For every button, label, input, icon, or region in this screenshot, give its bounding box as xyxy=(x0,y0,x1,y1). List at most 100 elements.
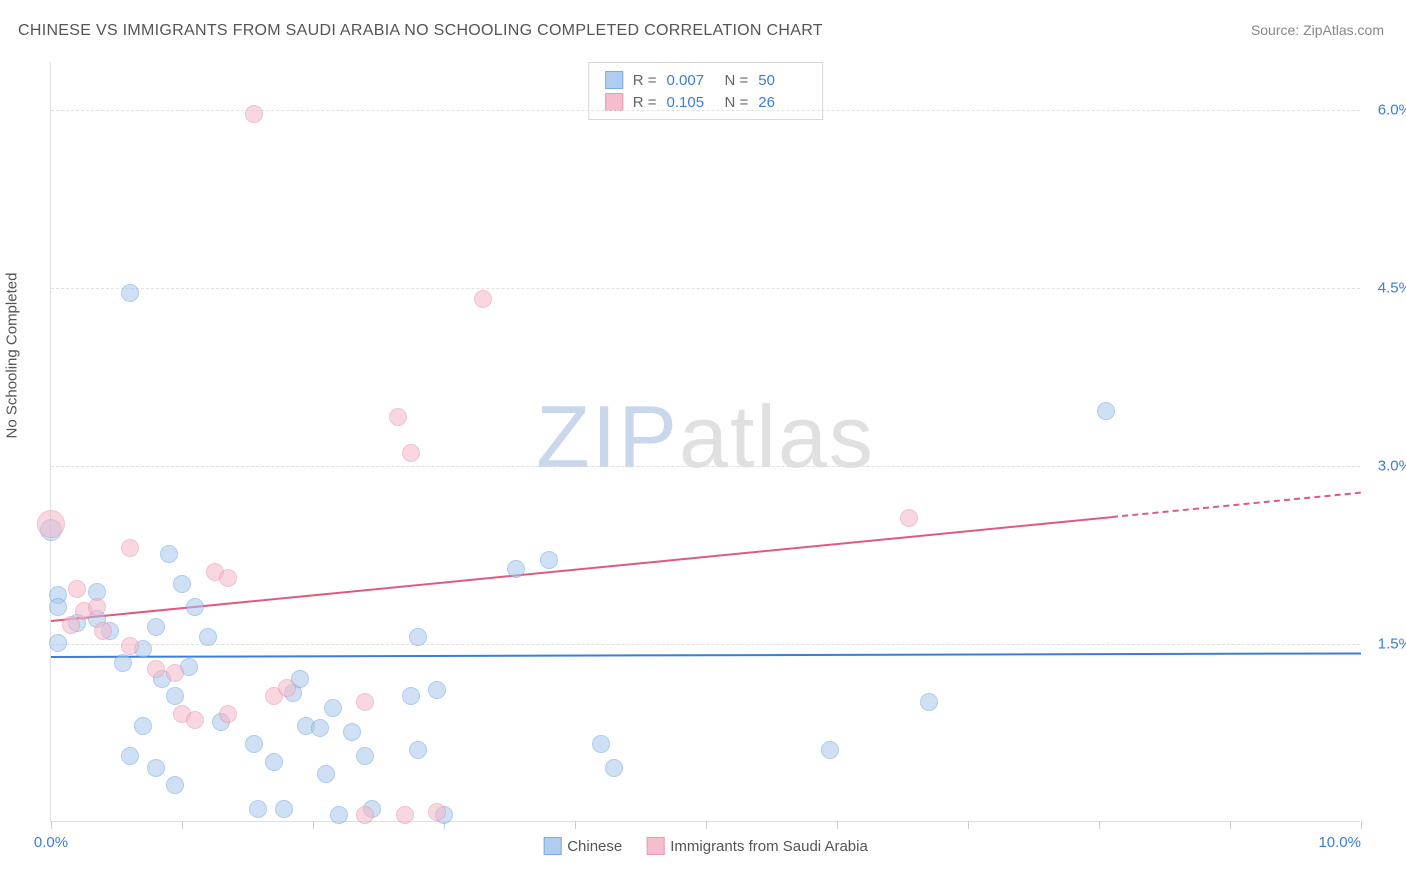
y-tick-label: 3.0% xyxy=(1378,457,1406,474)
scatter-point xyxy=(245,735,263,753)
scatter-point xyxy=(88,598,106,616)
r-value: 0.105 xyxy=(667,94,715,111)
scatter-point xyxy=(330,806,348,824)
x-tick-label: 10.0% xyxy=(1318,834,1361,851)
scatter-point xyxy=(114,654,132,672)
swatch-chinese xyxy=(543,837,561,855)
scatter-point xyxy=(199,628,217,646)
scatter-point xyxy=(605,759,623,777)
scatter-point xyxy=(920,693,938,711)
scatter-point xyxy=(402,687,420,705)
legend-row-chinese: R = 0.007 N = 50 xyxy=(605,69,807,91)
scatter-point xyxy=(121,637,139,655)
scatter-point xyxy=(409,741,427,759)
scatter-point xyxy=(356,747,374,765)
regression-line xyxy=(1112,492,1361,518)
swatch-saudi xyxy=(646,837,664,855)
scatter-point xyxy=(428,803,446,821)
scatter-point xyxy=(592,735,610,753)
n-value: 50 xyxy=(758,72,806,89)
watermark: ZIPatlas xyxy=(536,385,875,487)
legend-label: Chinese xyxy=(567,838,622,855)
x-tick xyxy=(1230,821,1231,829)
scatter-point xyxy=(160,545,178,563)
scatter-point xyxy=(389,408,407,426)
plot-area: ZIPatlas R = 0.007 N = 50 R = 0.105 N = … xyxy=(50,62,1360,822)
scatter-point xyxy=(121,539,139,557)
scatter-point xyxy=(166,776,184,794)
swatch-saudi xyxy=(605,93,623,111)
source-label: Source: ZipAtlas.com xyxy=(1251,22,1384,38)
scatter-point xyxy=(278,679,296,697)
scatter-point xyxy=(62,616,80,634)
scatter-point xyxy=(275,800,293,818)
n-value: 26 xyxy=(758,94,806,111)
scatter-point xyxy=(219,705,237,723)
watermark-atlas: atlas xyxy=(679,386,875,485)
scatter-point xyxy=(147,660,165,678)
y-axis-label: No Schooling Completed xyxy=(4,273,21,439)
scatter-point xyxy=(265,753,283,771)
scatter-point xyxy=(121,747,139,765)
scatter-point xyxy=(173,575,191,593)
scatter-point xyxy=(402,444,420,462)
swatch-chinese xyxy=(605,71,623,89)
watermark-zip: ZIP xyxy=(536,386,679,485)
scatter-point xyxy=(186,711,204,729)
x-tick-label: 0.0% xyxy=(34,834,68,851)
gridline xyxy=(51,644,1360,645)
scatter-point xyxy=(147,759,165,777)
scatter-point xyxy=(49,634,67,652)
scatter-point xyxy=(821,741,839,759)
scatter-point xyxy=(219,569,237,587)
scatter-point xyxy=(356,693,374,711)
legend-label: Immigrants from Saudi Arabia xyxy=(670,838,868,855)
scatter-point xyxy=(474,290,492,308)
gridline xyxy=(51,466,1360,467)
scatter-point xyxy=(311,719,329,737)
x-tick xyxy=(1361,821,1362,829)
scatter-point xyxy=(428,681,446,699)
x-tick xyxy=(968,821,969,829)
r-label: R = xyxy=(633,72,657,89)
r-value: 0.007 xyxy=(667,72,715,89)
scatter-point xyxy=(249,800,267,818)
scatter-point xyxy=(94,622,112,640)
scatter-point xyxy=(540,551,558,569)
x-tick xyxy=(575,821,576,829)
x-tick xyxy=(706,821,707,829)
y-tick-label: 1.5% xyxy=(1378,635,1406,652)
gridline xyxy=(51,288,1360,289)
scatter-point xyxy=(166,664,184,682)
x-tick xyxy=(313,821,314,829)
scatter-point xyxy=(186,598,204,616)
x-tick xyxy=(182,821,183,829)
series-legend: Chinese Immigrants from Saudi Arabia xyxy=(543,837,868,855)
scatter-point xyxy=(147,618,165,636)
legend-item-chinese: Chinese xyxy=(543,837,622,855)
correlation-legend: R = 0.007 N = 50 R = 0.105 N = 26 xyxy=(588,62,824,120)
scatter-point xyxy=(49,598,67,616)
scatter-point xyxy=(317,765,335,783)
scatter-point xyxy=(1097,402,1115,420)
x-tick xyxy=(51,821,52,829)
r-label: R = xyxy=(633,94,657,111)
scatter-point xyxy=(409,628,427,646)
y-tick-label: 4.5% xyxy=(1378,279,1406,296)
scatter-point xyxy=(37,510,65,538)
chart-title: CHINESE VS IMMIGRANTS FROM SAUDI ARABIA … xyxy=(18,22,823,40)
scatter-point xyxy=(343,723,361,741)
regression-line xyxy=(51,652,1361,658)
scatter-point xyxy=(134,717,152,735)
n-label: N = xyxy=(725,94,749,111)
scatter-point xyxy=(245,105,263,123)
legend-item-saudi: Immigrants from Saudi Arabia xyxy=(646,837,868,855)
scatter-point xyxy=(68,580,86,598)
scatter-point xyxy=(324,699,342,717)
x-tick xyxy=(837,821,838,829)
scatter-point xyxy=(507,560,525,578)
scatter-point xyxy=(396,806,414,824)
scatter-point xyxy=(121,284,139,302)
scatter-point xyxy=(166,687,184,705)
scatter-point xyxy=(900,509,918,527)
